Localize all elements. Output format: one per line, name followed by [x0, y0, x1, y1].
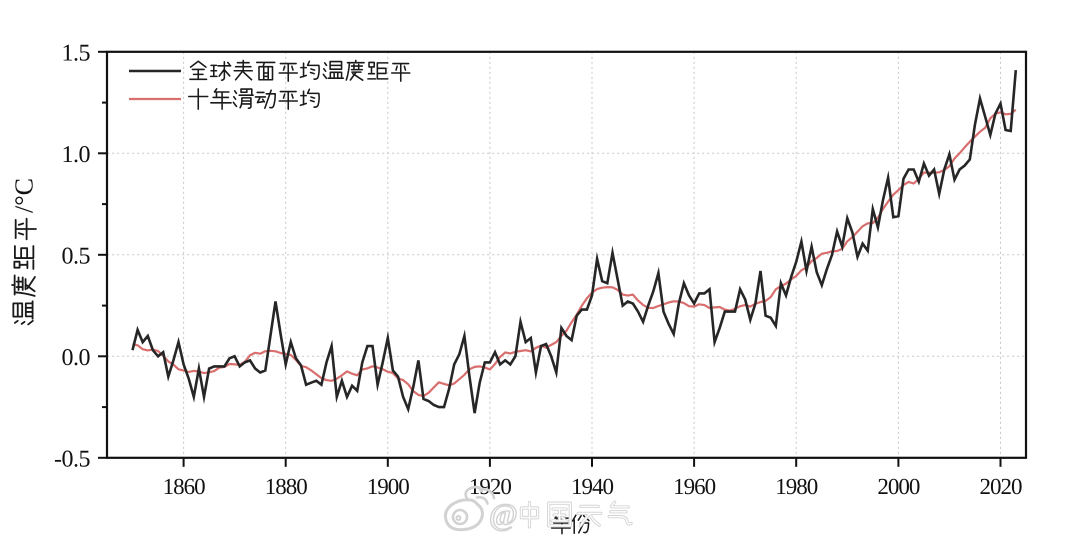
- svg-text:0.5: 0.5: [62, 243, 91, 269]
- svg-text:1960: 1960: [673, 474, 716, 499]
- svg-text:1860: 1860: [163, 474, 206, 499]
- svg-text:2020: 2020: [980, 474, 1023, 499]
- svg-text:1.0: 1.0: [62, 142, 91, 168]
- svg-text:@: @: [489, 497, 518, 532]
- svg-text:0.0: 0.0: [62, 345, 91, 371]
- svg-text:1940: 1940: [571, 474, 614, 499]
- svg-text:1900: 1900: [367, 474, 410, 499]
- svg-text:-0.5: -0.5: [54, 446, 90, 472]
- svg-text:1880: 1880: [265, 474, 308, 499]
- svg-text:/°C: /°C: [10, 178, 39, 213]
- svg-text:2000: 2000: [877, 474, 920, 499]
- svg-text:1.5: 1.5: [62, 40, 91, 66]
- svg-text:1980: 1980: [775, 474, 818, 499]
